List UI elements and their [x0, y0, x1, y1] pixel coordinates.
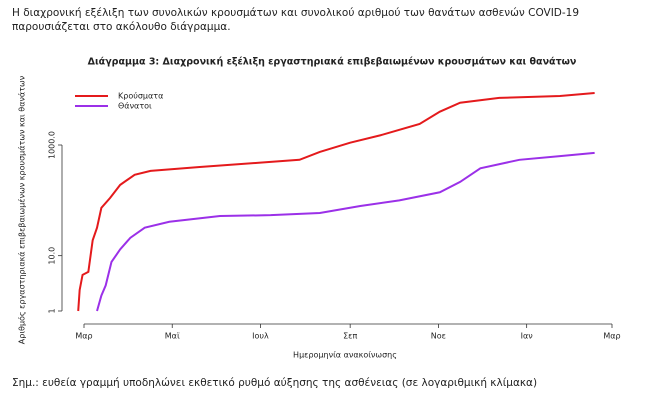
y-tick-label: 1 [48, 308, 57, 313]
y-axis-label: Αριθμός εργαστηριακά επιβεβαιωμένων κρου… [17, 75, 27, 344]
series-line [77, 92, 595, 312]
x-tick-label: Ιαν [521, 332, 534, 341]
x-tick-label: Μαρ [603, 332, 620, 341]
chart-title: Διάγραμμα 3: Διαχρονική εξέλιξη εργαστηρ… [88, 57, 577, 68]
legend-label: Θάνατοι [118, 102, 152, 111]
y-tick-label: 1000.0 [48, 131, 57, 159]
x-tick-label: Μαϊ [165, 332, 180, 341]
x-tick-label: Σεπ [343, 332, 357, 341]
intro-text: Η διαχρονική εξέλιξη των συνολικών κρουσ… [12, 7, 580, 33]
series-line [96, 151, 595, 312]
x-tick-label: Νοε [431, 332, 446, 341]
x-tick-label: Μαρ [75, 332, 92, 341]
y-tick-label: 10.0 [48, 247, 57, 265]
note-text: Σημ.: ευθεία γραμμή υποδηλώνει εκθετικό … [12, 377, 538, 389]
x-axis-label: Ημερομηνία ανακοίνωσης [293, 351, 397, 360]
x-tick-label: Ιουλ [252, 332, 269, 341]
chart: Διάγραμμα 3: Διαχρονική εξέλιξη εργαστηρ… [17, 57, 621, 360]
legend-label: Κρούσματα [118, 91, 163, 101]
